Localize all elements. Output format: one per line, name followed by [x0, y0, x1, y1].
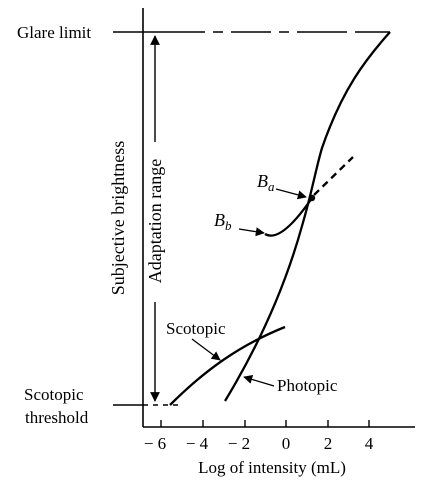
scotopic-curve-label: Scotopic: [166, 319, 226, 338]
bb-adaptation-curve: [264, 197, 313, 237]
x-tick-label: − 4: [186, 434, 209, 453]
glare-limit-label: Glare limit: [17, 23, 91, 42]
x-axis-label: Log of intensity (mL): [198, 458, 346, 477]
ba-point: [308, 194, 316, 202]
photopic-curve-label: Photopic: [277, 376, 338, 395]
bb-pointer: [238, 227, 265, 237]
x-tick-label: − 6: [144, 434, 166, 453]
y-axis-label: Subjective brightness: [108, 141, 128, 295]
bb-dashed-extension: [313, 156, 354, 196]
ba-pointer: [275, 188, 307, 200]
x-tick-label: 0: [282, 434, 291, 453]
x-tick-label: 4: [365, 434, 374, 453]
x-tick-label: 2: [324, 434, 333, 453]
scotopic-curve: [169, 325, 286, 406]
ba-label: Ba: [257, 171, 275, 194]
x-tick-marks: [160, 420, 370, 427]
adaptation-range-label: Adaptation range: [145, 159, 165, 283]
scotopic-pointer: [191, 338, 221, 361]
bb-label: Bb: [214, 210, 232, 233]
scotopic-threshold-label: Scotopic: [24, 385, 84, 404]
scotopic-threshold-label-line2: threshold: [25, 408, 89, 427]
x-tick-label: − 2: [228, 434, 250, 453]
adaptation-range-label-backdrop: [146, 142, 164, 302]
photopic-curve: [224, 31, 391, 402]
photopic-pointer: [243, 374, 275, 387]
